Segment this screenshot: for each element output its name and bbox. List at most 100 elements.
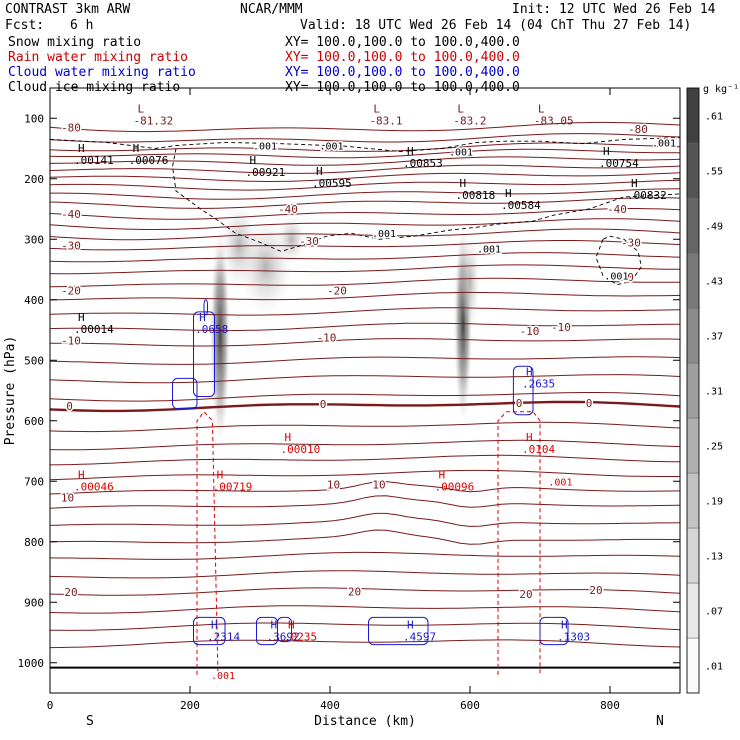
temperature-contour bbox=[49, 512, 681, 527]
extremum-value: .2314 bbox=[207, 631, 240, 644]
extremum-marker: L bbox=[457, 102, 464, 115]
extremum-marker: H bbox=[631, 177, 638, 190]
y-tick-label: 600 bbox=[24, 415, 44, 428]
snow-shade-area bbox=[210, 230, 230, 442]
temperature-contour bbox=[49, 228, 681, 241]
colorbar-frame bbox=[686, 87, 700, 694]
colorbar-level-label: .55 bbox=[705, 167, 723, 178]
snow-shade-area bbox=[277, 215, 306, 264]
legend-field-name: Snow mixing ratio bbox=[8, 35, 141, 50]
temperature-contour bbox=[49, 156, 681, 166]
temperature-contours bbox=[49, 121, 681, 669]
extremum-marker: H bbox=[505, 187, 512, 200]
colorbar-level-label: .07 bbox=[705, 607, 723, 618]
temperature-label: 0 bbox=[66, 400, 73, 413]
temperature-contour bbox=[49, 240, 681, 251]
extremum-marker: H bbox=[211, 619, 218, 632]
extremum-value: .00584 bbox=[501, 199, 541, 212]
extremum-value: .00141 bbox=[74, 154, 114, 167]
extremum-value: .00096 bbox=[435, 481, 475, 494]
cloud-water-contour bbox=[368, 616, 429, 646]
temperature-contour bbox=[49, 252, 681, 263]
extremum-value: .1303 bbox=[557, 631, 590, 644]
extremum-marker: H bbox=[407, 619, 414, 632]
colorbar-bin bbox=[686, 252, 700, 309]
temperature-contour bbox=[49, 218, 681, 230]
temperature-contour bbox=[49, 164, 681, 174]
extremum-marker: H bbox=[526, 366, 533, 379]
contour-label: .001 bbox=[449, 148, 473, 159]
colorbar-bin bbox=[686, 87, 700, 144]
temperature-label: -20 bbox=[61, 285, 81, 298]
extremum-marker: H bbox=[78, 311, 85, 324]
temperature-contour bbox=[49, 133, 681, 143]
extremum-marker: H bbox=[460, 177, 467, 190]
snow-shade-area bbox=[460, 233, 480, 330]
colorbar-bin bbox=[686, 637, 700, 694]
extremum-value: .00014 bbox=[74, 323, 114, 336]
temperature-contour bbox=[49, 439, 681, 451]
temperature-contour bbox=[49, 495, 681, 509]
temperature-contour bbox=[49, 291, 681, 301]
contour-label: .001 bbox=[477, 244, 501, 255]
legend-field-xy: XY= 100.0,100.0 to 100.0,400.0 bbox=[285, 35, 520, 50]
cloud-water-contours bbox=[172, 299, 569, 646]
colorbar-level-label: .61 bbox=[705, 112, 723, 123]
x-tick-label: 0 bbox=[47, 699, 54, 712]
cloud-water-contour bbox=[203, 299, 208, 316]
extremum-value: .2635 bbox=[522, 378, 555, 391]
temperature-label: -30 bbox=[61, 239, 81, 252]
temperature-label: -20 bbox=[614, 271, 634, 284]
extremum-marker: H bbox=[316, 165, 323, 178]
extremum-value: .00046 bbox=[74, 481, 114, 494]
temperature-label: 20 bbox=[64, 586, 77, 599]
y-tick-label: 300 bbox=[24, 233, 44, 246]
temperature-label: 20 bbox=[519, 588, 532, 601]
extremum-marker: H bbox=[439, 469, 446, 482]
temperature-contour bbox=[49, 639, 681, 649]
colorbar-level-label: .31 bbox=[705, 387, 723, 398]
temperature-contour bbox=[49, 179, 681, 191]
x-tick-label: 400 bbox=[320, 699, 340, 712]
extremum-value: .00754 bbox=[599, 157, 639, 170]
colorbar-level-label: .19 bbox=[705, 497, 723, 508]
extremum-marker: H bbox=[407, 145, 414, 158]
cloud-water-contour bbox=[512, 365, 534, 416]
temperature-contour bbox=[49, 121, 681, 133]
temperature-label: 10 bbox=[61, 492, 74, 505]
extremum-value: .4597 bbox=[403, 631, 436, 644]
colorbar-bin bbox=[686, 307, 700, 364]
y-tick-label: 900 bbox=[24, 596, 44, 609]
field-legend: Snow mixing ratio XY= 100.0,100.0 to 100.… bbox=[8, 35, 520, 95]
temperature-label: -30 bbox=[621, 236, 641, 249]
extremum-value: .00818 bbox=[456, 189, 496, 202]
extremum-value: .00076 bbox=[129, 154, 169, 167]
rain-contour bbox=[196, 410, 219, 675]
colorbar-bin bbox=[686, 582, 700, 639]
x-axis-label: Distance (km) bbox=[314, 714, 416, 729]
colorbar-level-label: .25 bbox=[705, 442, 723, 453]
temperature-label: -40 bbox=[61, 208, 81, 221]
extremum-marker: L bbox=[373, 102, 380, 115]
extremum-marker: H bbox=[199, 311, 206, 324]
extremum-marker: L bbox=[538, 102, 545, 115]
cloud-water-contour bbox=[277, 616, 292, 643]
cloud-ice-contour bbox=[49, 137, 681, 152]
temperature-label: -10 bbox=[317, 331, 337, 344]
extremum-value: -83.2 bbox=[453, 114, 486, 127]
contour-label: .001 bbox=[372, 229, 396, 240]
extremum-value: -83.1 bbox=[369, 114, 402, 127]
temperature-label: -30 bbox=[299, 235, 319, 248]
temperature-contour bbox=[49, 197, 681, 209]
temperature-label: -40 bbox=[607, 203, 627, 216]
y-tick-label: 700 bbox=[24, 475, 44, 488]
extremum-marker: H bbox=[78, 469, 85, 482]
rain-contour bbox=[497, 411, 541, 675]
temperature-label: 0 bbox=[586, 397, 593, 410]
temperature-label: 0 bbox=[516, 397, 523, 410]
temperature-contour bbox=[49, 392, 681, 402]
temperature-contour bbox=[49, 481, 681, 495]
temperature-label: -10 bbox=[551, 321, 571, 334]
